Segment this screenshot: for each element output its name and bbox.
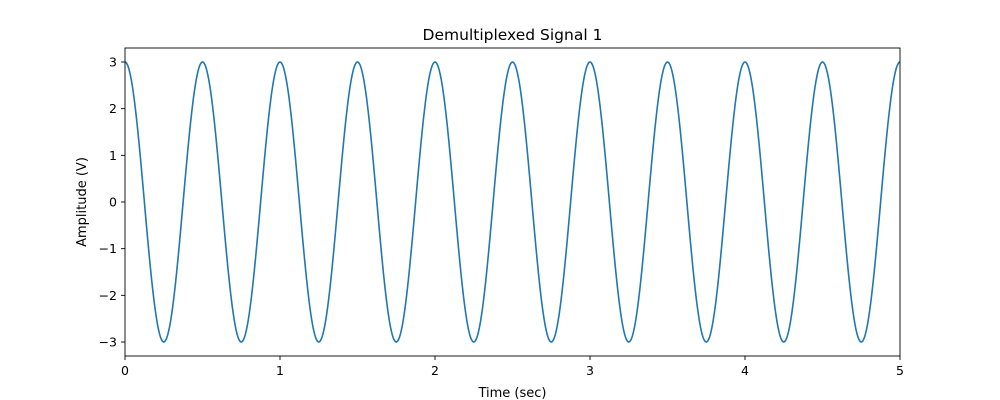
plot-area [124,47,901,357]
chart-title: Demultiplexed Signal 1 [423,26,603,44]
x-axis-label: Time (sec) [477,386,546,400]
x-tick-label: 2 [431,363,439,378]
y-axis: −3 −2 −1 0 1 2 3 [99,55,125,350]
y-tick-label: −2 [99,288,117,303]
y-tick-label: 1 [109,148,117,163]
y-tick-label: −3 [99,335,117,350]
y-axis-label: Amplitude (V) [75,157,90,247]
y-tick-label: 2 [109,101,117,116]
plot-frame [124,47,901,357]
x-tick-label: 5 [896,363,904,378]
series-line [124,61,901,343]
x-tick-label: 3 [586,363,594,378]
x-axis: 0 1 2 3 4 5 [121,356,904,378]
x-tick-label: 0 [121,363,129,378]
y-tick-label: −1 [99,241,117,256]
y-tick-label: 3 [109,55,117,70]
x-tick-label: 1 [276,363,284,378]
x-tick-label: 4 [741,363,749,378]
y-tick-label: 0 [109,195,117,210]
